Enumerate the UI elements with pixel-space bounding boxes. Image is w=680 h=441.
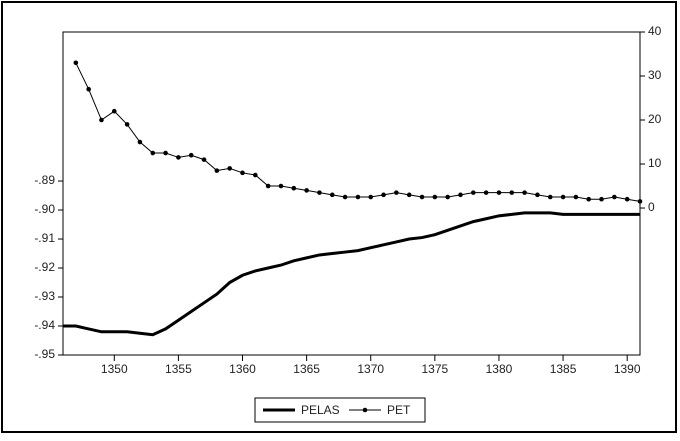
y-tick-label: -.94 — [34, 318, 55, 332]
point — [201, 157, 207, 162]
point — [86, 86, 91, 92]
legend-label: PET — [387, 403, 411, 417]
point — [394, 190, 399, 195]
point — [368, 194, 374, 200]
point — [304, 188, 309, 193]
point — [624, 196, 630, 202]
point — [291, 185, 297, 191]
x-tick-label: 1360 — [229, 362, 256, 376]
plot-area — [62, 31, 641, 356]
point — [265, 183, 271, 189]
y-tick-label: -.91 — [34, 231, 55, 245]
point — [278, 183, 284, 189]
x-tick-label: 1355 — [165, 362, 192, 376]
x-tick-label: 1380 — [486, 362, 513, 376]
point — [547, 194, 553, 200]
point — [522, 190, 527, 195]
point — [445, 194, 450, 200]
point — [317, 190, 322, 195]
point — [381, 192, 386, 198]
point — [560, 194, 566, 200]
point — [419, 194, 425, 200]
point — [535, 192, 540, 198]
point — [227, 166, 232, 171]
x-tick-label: 1390 — [614, 362, 641, 376]
y2-tick-label: 10 — [648, 156, 662, 170]
point — [329, 192, 335, 198]
x-tick-label: 1375 — [421, 362, 448, 376]
point — [509, 190, 515, 195]
point — [573, 194, 579, 200]
x-tick-label: 1350 — [101, 362, 128, 376]
point — [458, 192, 463, 198]
point — [137, 139, 143, 145]
y-tick-label: -.89 — [34, 173, 55, 187]
y2-tick-label: 0 — [648, 200, 655, 214]
legend-label: PELAS — [301, 403, 340, 417]
point — [342, 194, 348, 200]
point — [599, 196, 604, 202]
point — [214, 168, 220, 173]
point — [99, 117, 104, 123]
y-tick-label: -.92 — [34, 260, 55, 274]
point — [432, 194, 438, 200]
point — [111, 108, 117, 114]
point — [163, 150, 168, 156]
point — [483, 190, 489, 195]
y-tick-label: -.93 — [34, 289, 55, 303]
point — [240, 170, 245, 176]
point — [124, 122, 130, 127]
x-tick-label: 1385 — [550, 362, 577, 376]
x-tick-label: 1365 — [293, 362, 320, 376]
point — [176, 155, 181, 160]
point — [150, 150, 156, 156]
y2-tick-label: 20 — [648, 112, 662, 126]
point — [355, 194, 361, 200]
point — [73, 60, 79, 66]
point — [253, 172, 258, 178]
point — [471, 190, 476, 195]
point — [188, 152, 194, 158]
point — [637, 199, 643, 204]
point — [612, 194, 617, 200]
x-tick-label: 1370 — [357, 362, 384, 376]
y-tick-label: -.90 — [34, 202, 55, 216]
series-line — [63, 211, 640, 337]
y2-tick-label: 40 — [648, 24, 662, 38]
legend-marker — [362, 407, 368, 413]
point — [586, 196, 592, 202]
point — [496, 190, 502, 195]
point — [406, 192, 412, 198]
y-tick-label: -.95 — [34, 347, 55, 361]
y2-tick-label: 30 — [648, 68, 662, 82]
